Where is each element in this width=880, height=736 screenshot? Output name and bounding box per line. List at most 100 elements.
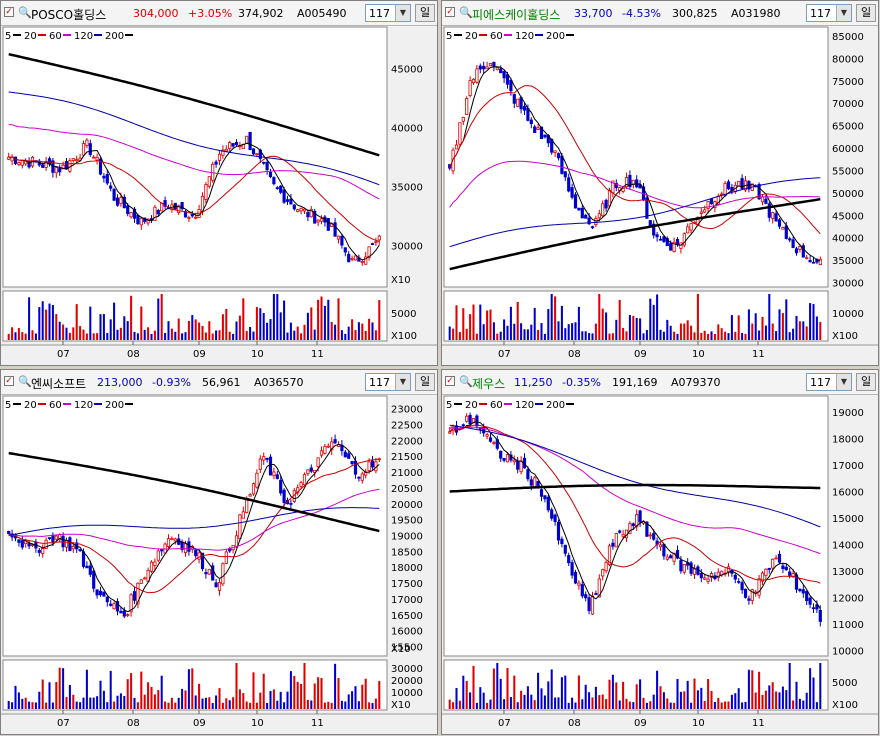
candle-body <box>204 572 208 575</box>
candle-body <box>567 177 571 192</box>
candle-body <box>20 540 24 548</box>
candle-body <box>309 467 313 472</box>
candle-body <box>265 458 269 460</box>
checkbox[interactable]: ✓ <box>445 376 455 386</box>
candle-body <box>350 461 354 465</box>
candle-body <box>767 567 771 570</box>
chevron-down-icon[interactable]: ▼ <box>395 5 410 21</box>
legend-label: 120 <box>515 31 534 42</box>
unit-button[interactable]: 일 <box>415 4 435 22</box>
stock-code: A031980 <box>731 7 781 20</box>
candle-body <box>41 164 45 168</box>
candle-body <box>533 477 537 488</box>
candle-body <box>601 203 605 217</box>
candle-body <box>774 557 778 560</box>
unit-button[interactable]: 일 <box>415 373 435 391</box>
candle-body <box>743 588 748 598</box>
candle-body <box>805 590 809 602</box>
candle-body <box>597 213 601 219</box>
x-tick-label: 09 <box>634 718 647 729</box>
candle-body <box>485 66 489 70</box>
unit-button[interactable]: 일 <box>856 4 876 22</box>
candle-body <box>475 68 479 83</box>
candle-body <box>367 246 371 258</box>
y-tick-label: 50000 <box>832 189 864 200</box>
candle-body <box>64 161 69 170</box>
candle-body <box>258 458 262 470</box>
candle-body <box>262 161 266 164</box>
candle-body <box>370 460 375 468</box>
period-select[interactable]: 117 ▼ <box>806 4 852 22</box>
candle-body <box>706 578 710 582</box>
stock-code: A036570 <box>254 376 304 389</box>
stock-name[interactable]: 엔씨소프트 <box>31 377 87 391</box>
chevron-down-icon[interactable]: ▼ <box>836 374 851 390</box>
candle-body <box>377 235 381 241</box>
candle-body <box>347 453 351 459</box>
candle-body <box>682 233 686 246</box>
stock-price: 304,000 <box>133 7 179 20</box>
candle-body <box>115 197 120 206</box>
candle-body <box>556 153 561 159</box>
y-tick-label: 19500 <box>391 516 423 527</box>
candle-body <box>7 531 11 534</box>
y-tick-label: 20500 <box>391 484 423 495</box>
legend-swatch <box>94 403 102 405</box>
candle-body <box>784 225 788 239</box>
candle-body <box>533 126 537 134</box>
candle-body <box>364 256 368 265</box>
candle-body <box>231 143 235 147</box>
candle-body <box>726 181 731 190</box>
period-select[interactable]: 117 ▼ <box>365 373 411 391</box>
ma200-line <box>8 52 380 157</box>
candle-body <box>374 241 378 244</box>
stock-change: -0.35% <box>562 376 601 389</box>
price-chart: 5 20 60 120 200 23000 22500 22000 21500 21000 2050… <box>1 395 437 729</box>
candle-body <box>217 582 222 591</box>
candle-body <box>611 542 615 547</box>
search-icon[interactable]: 🔍 <box>18 6 32 19</box>
search-icon[interactable]: 🔍 <box>459 6 473 19</box>
checkbox[interactable]: ✓ <box>445 7 455 17</box>
candle-body <box>669 243 673 251</box>
candle-body <box>560 538 564 545</box>
unit-button[interactable]: 일 <box>856 373 876 391</box>
period-select[interactable]: 117 ▼ <box>365 4 411 22</box>
y-tick-label: 23000 <box>391 405 423 416</box>
candle-body <box>689 222 693 231</box>
x-tick-label: 09 <box>193 718 206 729</box>
checkbox[interactable]: ✓ <box>4 7 14 17</box>
stock-name[interactable]: 피에스케이홀딩스 <box>472 8 561 22</box>
chevron-down-icon[interactable]: ▼ <box>836 5 851 21</box>
price-plot-area <box>443 26 829 288</box>
candle-body <box>584 594 588 599</box>
period-select[interactable]: 117 ▼ <box>806 373 852 391</box>
candle-body <box>648 534 652 537</box>
candle-body <box>645 521 649 537</box>
stock-change: +3.05% <box>188 7 233 20</box>
candle-body <box>119 610 123 614</box>
y-tick-label: 35000 <box>391 183 423 194</box>
legend-label: 200 <box>105 31 124 42</box>
panel-header: ✓ 🔍 엔씨소프트 213,000 -0.93% 56,961 A036570 117 ▼ 일 <box>1 370 437 395</box>
y-tick-label: 16000 <box>391 627 423 638</box>
y-tick-label: 10000 <box>832 647 864 658</box>
candle-body <box>655 234 659 238</box>
x-tick-label: 11 <box>311 349 324 360</box>
candle-body <box>71 545 75 550</box>
checkbox[interactable]: ✓ <box>4 376 14 386</box>
search-icon[interactable]: 🔍 <box>18 375 32 388</box>
candle-body <box>166 538 171 547</box>
stock-code: A079370 <box>671 376 721 389</box>
chevron-down-icon[interactable]: ▼ <box>395 374 410 390</box>
stock-name[interactable]: POSCO홀딩스 <box>31 8 107 22</box>
candle-body <box>105 596 109 603</box>
candle-body <box>570 187 574 198</box>
legend-label: 5 <box>446 31 452 42</box>
search-icon[interactable]: 🔍 <box>459 375 473 388</box>
ma120-line <box>449 424 821 528</box>
stock-change: -4.53% <box>622 7 661 20</box>
legend-label: 200 <box>105 400 124 411</box>
stock-name[interactable]: 제우스 <box>472 377 506 391</box>
chart-panel: ✓ 🔍 POSCO홀딩스 304,000 +3.05% 374,902 A005490 117… <box>0 0 438 366</box>
